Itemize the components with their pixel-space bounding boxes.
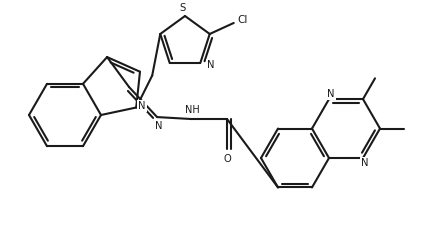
Text: N: N xyxy=(361,158,369,168)
Text: S: S xyxy=(180,3,186,13)
Text: N: N xyxy=(207,60,214,70)
Text: O: O xyxy=(223,154,231,164)
Text: NH: NH xyxy=(185,105,200,115)
Text: N: N xyxy=(327,89,335,99)
Text: N: N xyxy=(139,101,146,111)
Text: N: N xyxy=(155,121,163,131)
Text: Cl: Cl xyxy=(237,15,248,25)
